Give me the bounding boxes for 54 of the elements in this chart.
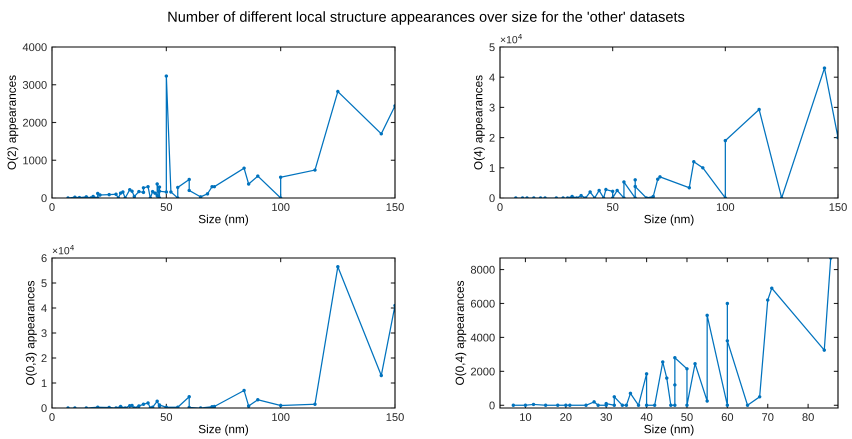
y-tick-label: 1 — [490, 164, 495, 172]
y-tick-label: 0 — [489, 194, 495, 202]
y-tick-label: 4 — [489, 74, 495, 82]
x-tick-label: 50 — [681, 413, 693, 422]
text: Number of different local structure appearances over size for the 'other' datasets — [168, 11, 684, 25]
y-tick-label: 2 — [490, 134, 495, 142]
x-tick-label: 70 — [762, 413, 774, 422]
x-tick-label: 60 — [722, 413, 734, 422]
x-axis-title: Size (nm) — [198, 214, 248, 226]
y-tick-label: 2000 — [470, 368, 495, 376]
x-tick-label: 20 — [560, 413, 572, 422]
x-tick-label: 150 — [386, 203, 404, 212]
x-tick-label: 150 — [386, 413, 404, 422]
text: ×10$^{4}$ — [52, 244, 74, 254]
y-tick-label: 5 — [41, 279, 47, 288]
y-tick-label: 4000 — [470, 334, 495, 342]
y-axis-title: O(0,4) appearances — [455, 280, 466, 385]
x-tick-label: 0 — [49, 203, 55, 212]
x-tick-label: 50 — [160, 203, 172, 212]
y-tick-label: 2 — [42, 354, 47, 362]
x-tick-label: 30 — [600, 413, 612, 422]
y-tick-label: 4000 — [22, 43, 47, 52]
y-tick-label: 8000 — [470, 266, 495, 274]
x-tick-label: 0 — [497, 203, 503, 212]
y-axis-title: O(0,3) appearances — [26, 280, 37, 385]
y-tick-label: 4 — [41, 304, 47, 312]
y-axis-title: O(2) appearances — [7, 75, 18, 170]
y-tick-label: 6 — [42, 254, 47, 262]
y-tick-label: 0 — [41, 194, 47, 202]
x-tick-label: 80 — [802, 413, 814, 422]
x-tick-label: 150 — [830, 203, 847, 212]
x-tick-label: 10 — [520, 413, 532, 422]
y-tick-label: 0 — [489, 402, 495, 410]
y-tick-label: 1 — [42, 379, 47, 388]
y-tick-label: 1000 — [23, 156, 47, 164]
y-tick-label: 3000 — [22, 81, 47, 89]
y-tick-label: 3 — [489, 104, 495, 112]
x-tick-label: 100 — [716, 203, 734, 212]
x-tick-label: 40 — [640, 413, 652, 422]
text: ×10$^{4}$ — [500, 34, 522, 44]
y-tick-label: 3 — [41, 329, 47, 338]
x-tick-label: 100 — [272, 413, 290, 422]
y-tick-label: 0 — [41, 404, 47, 412]
x-tick-label: 50 — [160, 413, 172, 422]
x-axis-title: Size (nm) — [644, 214, 694, 226]
x-tick-label: 0 — [49, 413, 55, 422]
x-axis-title: Size (nm) — [644, 424, 694, 436]
y-tick-label: 2000 — [22, 118, 47, 127]
x-tick-label: 100 — [272, 203, 290, 212]
y-axis-title: O(4) appearances — [474, 75, 485, 170]
y-tick-label: 5 — [489, 43, 495, 52]
x-tick-label: 50 — [606, 203, 618, 212]
x-axis-title: Size (nm) — [198, 424, 248, 436]
y-tick-label: 6000 — [470, 300, 495, 308]
